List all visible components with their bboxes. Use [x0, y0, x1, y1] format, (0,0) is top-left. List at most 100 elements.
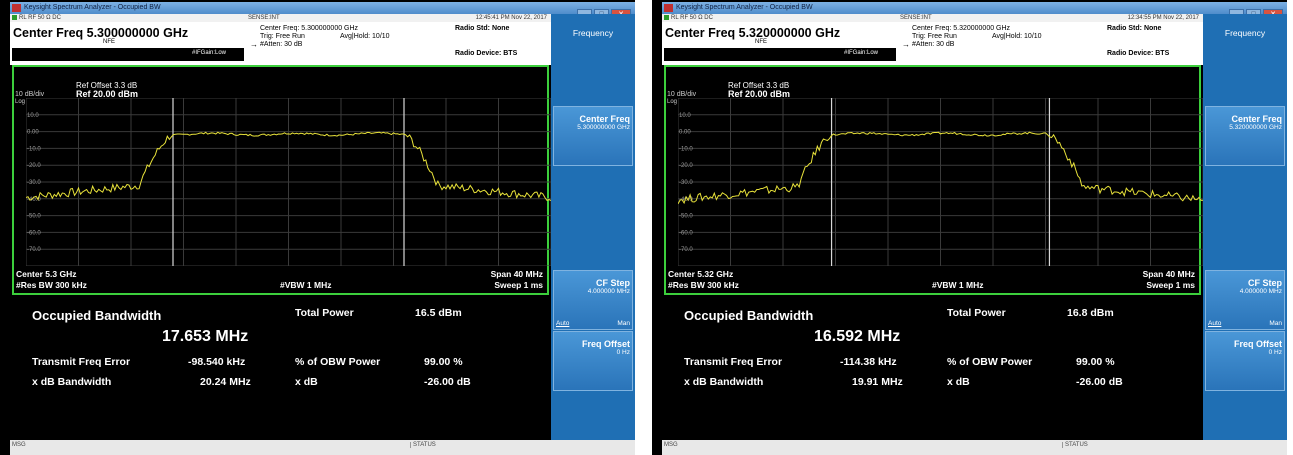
y-tick-label: -10.0	[679, 146, 693, 152]
softkey-menu-title: Frequency	[1203, 14, 1287, 74]
center-freq-heading[interactable]: Center Freq 5.300000000 GHz	[13, 26, 189, 40]
man-option[interactable]: Man	[617, 320, 630, 327]
softkey-label: Freq Offset	[1233, 339, 1282, 349]
total-power-value: 16.8 dBm	[1067, 307, 1114, 319]
y-tick-label: 10.0	[679, 113, 691, 119]
y-tick-label: -30.0	[679, 180, 693, 186]
avg-hold: Avg|Hold: 10/10	[340, 33, 390, 40]
res-bw-label: #Res BW 300 kHz	[16, 280, 87, 290]
msg-area: MSG	[12, 442, 26, 448]
sense-mode: SENSE:INT	[248, 15, 280, 21]
xdb-bw-value: 20.24 MHz	[200, 376, 251, 388]
span-label: Span 40 MHz	[1142, 269, 1195, 279]
total-power-value: 16.5 dBm	[415, 307, 462, 319]
acquisition-settings: Center Freq: 5.320000000 GHz Trig: Free …	[912, 25, 1010, 49]
radio-device: Radio Device: BTS	[1107, 50, 1170, 57]
center-freq-heading[interactable]: Center Freq 5.320000000 GHz	[665, 26, 841, 40]
center-freq-softkey[interactable]: Center Freq 5.300000000 GHz	[553, 106, 633, 166]
sweep-label: Sweep 1 ms	[494, 280, 543, 290]
y-tick-label: -40.0	[679, 197, 693, 203]
measurement-results: Occupied Bandwidth 17.653 MHz Total Powe…	[12, 297, 549, 440]
vbw-label: #VBW 1 MHz	[280, 280, 332, 290]
radio-std: Radio Std: None	[455, 25, 510, 32]
atten-setting: #Atten: 30 dB	[260, 41, 303, 48]
obw-label: Occupied Bandwidth	[32, 308, 162, 323]
ref-offset: Ref Offset 3.3 dB	[76, 81, 138, 90]
softkey-label: Center Freq	[1231, 114, 1282, 124]
radio-device: Radio Device: BTS	[455, 50, 518, 57]
obw-value: 17.653 MHz	[162, 328, 249, 345]
scale-per-div: 10 dB/div	[667, 91, 697, 98]
window-title: Keysight Spectrum Analyzer - Occupied BW	[24, 4, 161, 11]
status-area: STATUS	[1062, 442, 1088, 448]
auto-option[interactable]: Auto	[1208, 320, 1222, 327]
softkey-panel: Frequency Center Freq 5.320000000 GHz CF…	[1203, 14, 1287, 440]
spectrum-plot[interactable]: Ref Offset 3.3 dB Ref 20.00 dBm 10 dB/di…	[12, 65, 551, 295]
bottom-status-bar: MSG STATUS	[662, 440, 1287, 455]
man-option[interactable]: Man	[1269, 320, 1282, 327]
y-tick-label: -70.0	[679, 247, 693, 253]
xdb-label: x dB	[295, 376, 318, 388]
softkey-label: CF Step	[595, 278, 630, 288]
xdb-value: -26.00 dB	[1076, 376, 1123, 388]
pct-obw-label: % of OBW Power	[947, 356, 1033, 368]
atten-setting: #Atten: 30 dB	[912, 41, 955, 48]
softkey-label: CF Step	[1247, 278, 1282, 288]
app-icon	[664, 4, 673, 12]
nfe-indicator: NFE	[755, 39, 767, 45]
input-settings: RL RF 50 Ω DC	[19, 15, 61, 21]
sense-mode: SENSE:INT	[900, 15, 932, 21]
window-title: Keysight Spectrum Analyzer - Occupied BW	[676, 4, 813, 11]
center-label: Center 5.32 GHz	[668, 269, 734, 279]
scale-per-div: 10 dB/div	[15, 91, 45, 98]
softkey-value: 5.300000000 GHz	[577, 124, 630, 131]
center-freq-setting: Center Freq: 5.320000000 GHz	[912, 25, 1011, 32]
trace-area: 10.0 0.00 -10.0 -20.0 -30.0 -40.0 -50.0 -60.0 -7…	[678, 98, 1203, 266]
center-freq-softkey[interactable]: Center Freq 5.320000000 GHz	[1205, 106, 1285, 166]
spectrum-plot[interactable]: Ref Offset 3.3 dB Ref 20.00 dBm 10 dB/di…	[664, 65, 1203, 295]
softkey-label: Freq Offset	[581, 339, 630, 349]
sweep-label: Sweep 1 ms	[1146, 280, 1195, 290]
obw-value: 16.592 MHz	[814, 328, 901, 345]
title-bar: Keysight Spectrum Analyzer - Occupied BW…	[662, 2, 1287, 20]
freq-offset-softkey[interactable]: Freq Offset 0 Hz	[1205, 331, 1285, 391]
ref-level: Ref 20.00 dBm	[728, 89, 791, 99]
log-scale: Log	[15, 99, 26, 105]
softkey-value: 0 Hz	[1268, 349, 1282, 356]
cf-step-softkey[interactable]: CF Step 4.000000 MHz Auto Man	[1205, 270, 1285, 330]
y-tick-label: -50.0	[679, 214, 693, 220]
instrument-status-bar: RL RF 50 Ω DC SENSE:INT 12:45:41 PM Nov …	[10, 14, 551, 22]
y-tick-label: -60.0	[679, 230, 693, 236]
softkey-value: 4.000000 MHz	[1239, 288, 1282, 295]
analyzer-window-right: Keysight Spectrum Analyzer - Occupied BW…	[652, 0, 1287, 455]
softkey-value: 5.320000000 GHz	[1229, 124, 1282, 131]
input-arrow-icon: →	[902, 40, 910, 49]
pct-obw-label: % of OBW Power	[295, 356, 381, 368]
status-led-icon	[664, 14, 669, 20]
radio-std: Radio Std: None	[1107, 25, 1162, 32]
obw-label: Occupied Bandwidth	[684, 308, 814, 323]
spectrum-trace	[26, 131, 551, 202]
timestamp: 12:34:55 PM Nov 22, 2017	[1127, 15, 1199, 21]
y-tick-label: -60.0	[27, 230, 41, 236]
window-separator	[636, 0, 652, 455]
pct-obw-value: 99.00 %	[424, 356, 463, 368]
xdb-bw-value: 19.91 MHz	[852, 376, 903, 388]
softkey-label: Center Freq	[579, 114, 630, 124]
y-tick-label: -40.0	[27, 197, 41, 203]
softkey-panel: Frequency Center Freq 5.300000000 GHz CF…	[551, 14, 635, 440]
gain-box: #IFGain:Low	[12, 48, 244, 61]
y-tick-label: -70.0	[27, 247, 41, 253]
input-settings: RL RF 50 Ω DC	[671, 15, 713, 21]
log-scale: Log	[667, 99, 678, 105]
freq-offset-softkey[interactable]: Freq Offset 0 Hz	[553, 331, 633, 391]
nfe-indicator: NFE	[103, 39, 115, 45]
y-tick-label: -20.0	[679, 163, 693, 169]
trigger-setting: Trig: Free Run	[912, 33, 957, 40]
cf-step-softkey[interactable]: CF Step 4.000000 MHz Auto Man	[553, 270, 633, 330]
auto-option[interactable]: Auto	[556, 320, 570, 327]
if-gain: #IFGain:Low	[192, 50, 227, 56]
settings-header: Center Freq 5.320000000 GHz NFE → #IFGai…	[662, 22, 1203, 65]
instrument-status-bar: RL RF 50 Ω DC SENSE:INT 12:34:55 PM Nov …	[662, 14, 1203, 22]
ref-offset: Ref Offset 3.3 dB	[728, 81, 790, 90]
